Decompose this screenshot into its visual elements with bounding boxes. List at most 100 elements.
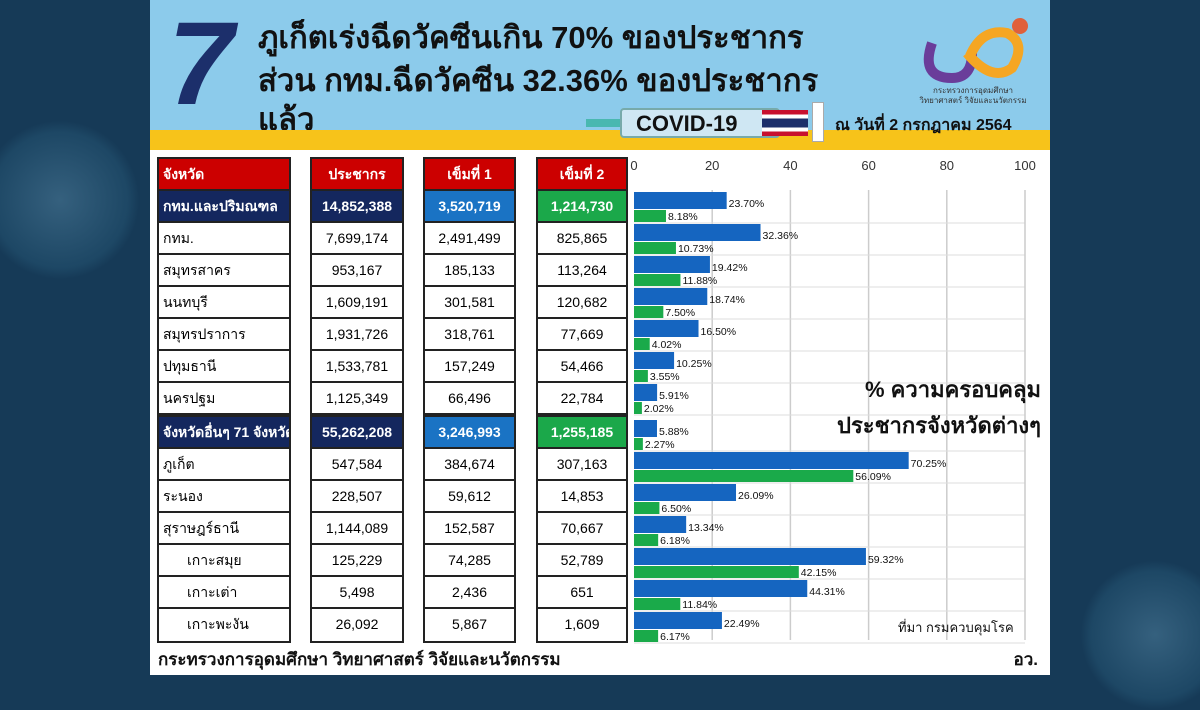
province-cell: ปทุมธานี [159, 351, 289, 383]
table-cell: 1,931,726 [312, 319, 402, 351]
table-gap [536, 415, 628, 417]
province-cell: เกาะสมุย [159, 545, 289, 577]
column-header: จังหวัด [159, 159, 289, 191]
dose1-bar [634, 320, 699, 337]
table-cell: 1,609,191 [312, 287, 402, 319]
dose2-label: 7.50% [665, 307, 695, 319]
table-cell: 5,498 [312, 577, 402, 609]
header: 7 ภูเก็ตเร่งฉีดวัคซีนเกิน 70% ของประชากร… [150, 0, 1050, 137]
summary-cell: 1,255,185 [538, 417, 626, 449]
column-header: ประชากร [312, 159, 402, 191]
column-dose1: เข็มที่ 1 3,520,719 2,491,499 185,133 301,58… [423, 157, 516, 643]
summary-cell: 1,214,730 [538, 191, 626, 223]
table-gap [310, 415, 404, 417]
x-tick-label: 40 [783, 158, 797, 173]
table-cell: 1,144,089 [312, 513, 402, 545]
table-cell: 66,496 [425, 383, 514, 415]
table-cell: 70,667 [538, 513, 626, 545]
virus-decoration [0, 120, 140, 280]
coverage-chart: 0 20 40 60 80 100 23.70% 32.36% 19.42% 18.74% 16.5… [630, 158, 1036, 644]
province-cell: เกาะพะงัน [187, 616, 249, 632]
footer-credit: อว. [1013, 650, 1038, 669]
dose2-bar [634, 402, 642, 414]
table-cell: 2,436 [425, 577, 514, 609]
table-cell: 152,587 [425, 513, 514, 545]
table-cell: 26,092 [335, 616, 379, 632]
dose1-bar [634, 288, 708, 305]
syringe-label: COVID-19 [620, 108, 780, 138]
dose1-label: 23.70% [729, 198, 765, 210]
province-cell: สุราษฎร์ธานี [159, 513, 289, 545]
dose1-label: 32.36% [763, 230, 799, 242]
dose2-label: 56.09% [855, 471, 891, 483]
table-cell: 120,682 [538, 287, 626, 319]
dose1-bar [634, 256, 710, 273]
virus-decoration [1080, 560, 1200, 710]
headline-number: 7 [168, 0, 234, 130]
dose1-bar [634, 192, 727, 209]
table-cell: 22,784 [538, 383, 626, 415]
summary-cell: 14,852,388 [312, 191, 402, 223]
dose2-label: 6.18% [660, 535, 690, 547]
dose2-bar [634, 274, 681, 286]
column-province: จังหวัด กทม.และปริมณฑล กทม. สมุทรสาคร นนทบุร… [157, 157, 291, 643]
dose1-label: 19.42% [712, 262, 748, 274]
table-cell: 74,285 [425, 545, 514, 577]
dose2-bar [634, 306, 664, 318]
source-note: ที่มา กรมควบคุมโรค [898, 620, 1014, 635]
dose2-label: 11.84% [682, 599, 717, 611]
province-cell: นนทบุรี [159, 287, 289, 319]
summary-cell: 3,246,993 [425, 417, 514, 449]
x-tick-label: 20 [705, 158, 719, 173]
table-cell: 157,249 [425, 351, 514, 383]
dose1-bar [634, 516, 687, 533]
dose1-bar [634, 548, 866, 565]
table-cell: 547,584 [312, 449, 402, 481]
x-tick-label: 0 [630, 158, 637, 173]
dose1-bar [634, 224, 761, 241]
footer-ministry: กระทรวงการอุดมศึกษา วิทยาศาสตร์ วิจัยและ… [158, 650, 561, 669]
dose1-label: 5.91% [659, 390, 689, 402]
table-cell: 54,466 [538, 351, 626, 383]
column-population: ประชากร 14,852,388 7,699,174 953,167 1,609,1… [310, 157, 404, 643]
table-cell: 384,674 [425, 449, 514, 481]
dose1-bar [634, 420, 657, 437]
dose2-bar [634, 502, 660, 514]
table-cell: 59,612 [425, 481, 514, 513]
dose2-bar [634, 370, 648, 382]
summary-cell: 3,520,719 [425, 191, 514, 223]
province-cell: สมุทรสาคร [159, 255, 289, 287]
x-tick-label: 100 [1014, 158, 1036, 173]
province-cell: ภูเก็ต [159, 449, 289, 481]
dose1-label: 18.74% [709, 294, 745, 306]
dose2-bar [634, 630, 659, 642]
table-cell: 14,853 [538, 481, 626, 513]
province-cell: เกาะเต่า [159, 577, 289, 609]
province-cell: กทม.และปริมณฑล [159, 191, 289, 223]
province-cell: จังหวัดอื่นๆ 71 จังหวัด [159, 417, 289, 449]
dose2-bar [634, 210, 666, 222]
dose2-label: 8.18% [668, 211, 698, 223]
dose2-label: 6.17% [660, 631, 690, 643]
table-cell: 228,507 [312, 481, 402, 513]
table-cell: 52,789 [538, 545, 626, 577]
dose1-label: 5.88% [659, 426, 689, 438]
date-label: ณ วันที่ 2 กรกฎาคม 2564 [835, 117, 1012, 134]
province-cell: กทม. [159, 223, 289, 255]
table-cell: 2,491,499 [425, 223, 514, 255]
table-cell: 113,264 [538, 255, 626, 287]
headline-line-1: ภูเก็ตเร่งฉีดวัคซีนเกิน 70% ของประชากร [258, 20, 804, 55]
dose2-bar [634, 534, 659, 546]
dose2-label: 11.88% [682, 275, 717, 287]
dose1-bar [634, 612, 722, 629]
table-cell: 953,167 [312, 255, 402, 287]
dose2-bar [634, 338, 650, 350]
province-cell: ระนอง [159, 481, 289, 513]
dose1-label: 22.49% [724, 618, 760, 630]
dose2-label: 6.50% [661, 503, 691, 515]
dose2-label: 2.02% [644, 403, 674, 415]
province-cell: สมุทรปราการ [159, 319, 289, 351]
x-tick-label: 80 [940, 158, 954, 173]
yellow-band [150, 130, 1050, 150]
column-dose2: เข็มที่ 2 1,214,730 825,865 113,264 120,682 7… [536, 157, 628, 643]
